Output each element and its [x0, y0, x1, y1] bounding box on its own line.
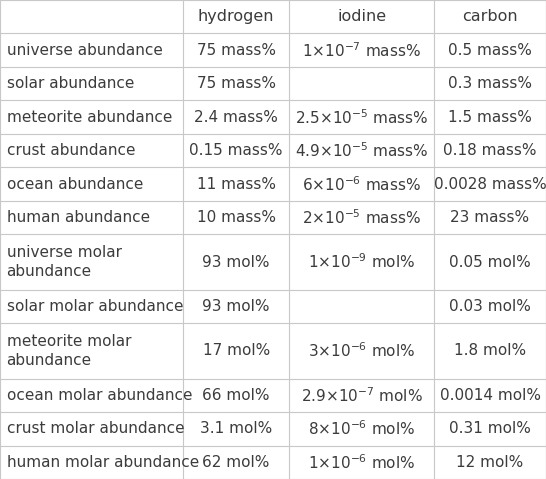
Text: 0.03 mol%: 0.03 mol% — [449, 299, 531, 314]
Text: 12 mol%: 12 mol% — [456, 455, 524, 470]
Text: 0.05 mol%: 0.05 mol% — [449, 255, 531, 270]
Text: 0.3 mass%: 0.3 mass% — [448, 76, 532, 91]
Text: carbon: carbon — [462, 9, 518, 24]
Text: universe abundance: universe abundance — [7, 43, 162, 58]
Text: human abundance: human abundance — [7, 210, 150, 225]
Text: 17 mol%: 17 mol% — [203, 343, 270, 358]
Text: solar molar abundance: solar molar abundance — [7, 299, 183, 314]
Text: 0.18 mass%: 0.18 mass% — [443, 143, 537, 158]
Text: 11 mass%: 11 mass% — [197, 177, 276, 192]
Text: $2{\times}10^{-5}$ mass%: $2{\times}10^{-5}$ mass% — [302, 208, 421, 227]
Text: 2.4 mass%: 2.4 mass% — [194, 110, 278, 125]
Text: 93 mol%: 93 mol% — [203, 299, 270, 314]
Text: universe molar
abundance: universe molar abundance — [7, 245, 122, 279]
Text: 75 mass%: 75 mass% — [197, 76, 276, 91]
Text: 1.5 mass%: 1.5 mass% — [448, 110, 532, 125]
Text: $1{\times}10^{-6}$ mol%: $1{\times}10^{-6}$ mol% — [308, 453, 416, 472]
Text: $3{\times}10^{-6}$ mol%: $3{\times}10^{-6}$ mol% — [308, 342, 416, 360]
Text: 62 mol%: 62 mol% — [203, 455, 270, 470]
Text: 0.0028 mass%: 0.0028 mass% — [434, 177, 546, 192]
Text: 1.8 mol%: 1.8 mol% — [454, 343, 526, 358]
Text: meteorite abundance: meteorite abundance — [7, 110, 172, 125]
Text: 93 mol%: 93 mol% — [203, 255, 270, 270]
Text: 3.1 mol%: 3.1 mol% — [200, 421, 272, 436]
Text: crust molar abundance: crust molar abundance — [7, 421, 184, 436]
Text: ocean abundance: ocean abundance — [7, 177, 143, 192]
Text: human molar abundance: human molar abundance — [7, 455, 199, 470]
Text: $2.9{\times}10^{-7}$ mol%: $2.9{\times}10^{-7}$ mol% — [301, 386, 423, 405]
Text: ocean molar abundance: ocean molar abundance — [7, 388, 192, 403]
Text: 0.15 mass%: 0.15 mass% — [189, 143, 283, 158]
Text: $2.5{\times}10^{-5}$ mass%: $2.5{\times}10^{-5}$ mass% — [295, 108, 429, 126]
Text: 75 mass%: 75 mass% — [197, 43, 276, 58]
Text: iodine: iodine — [337, 9, 386, 24]
Text: 0.0014 mol%: 0.0014 mol% — [440, 388, 541, 403]
Text: 0.31 mol%: 0.31 mol% — [449, 421, 531, 436]
Text: $4.9{\times}10^{-5}$ mass%: $4.9{\times}10^{-5}$ mass% — [295, 141, 429, 160]
Text: $6{\times}10^{-6}$ mass%: $6{\times}10^{-6}$ mass% — [302, 175, 421, 194]
Text: meteorite molar
abundance: meteorite molar abundance — [7, 334, 131, 368]
Text: $8{\times}10^{-6}$ mol%: $8{\times}10^{-6}$ mol% — [308, 420, 416, 438]
Text: 10 mass%: 10 mass% — [197, 210, 276, 225]
Text: 66 mol%: 66 mol% — [203, 388, 270, 403]
Text: crust abundance: crust abundance — [7, 143, 135, 158]
Text: hydrogen: hydrogen — [198, 9, 275, 24]
Text: solar abundance: solar abundance — [7, 76, 134, 91]
Text: 23 mass%: 23 mass% — [450, 210, 530, 225]
Text: 0.5 mass%: 0.5 mass% — [448, 43, 532, 58]
Text: $1{\times}10^{-9}$ mol%: $1{\times}10^{-9}$ mol% — [308, 253, 416, 272]
Text: $1{\times}10^{-7}$ mass%: $1{\times}10^{-7}$ mass% — [302, 41, 421, 59]
